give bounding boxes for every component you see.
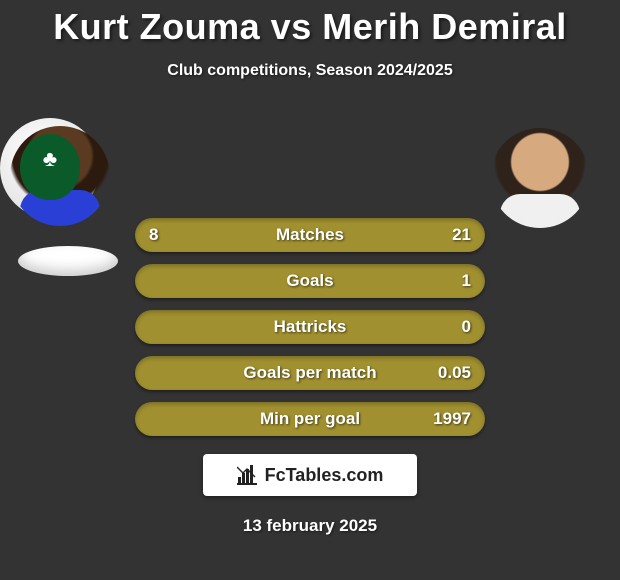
stat-right-value: 0	[462, 310, 471, 344]
stat-right-value: 1	[462, 264, 471, 298]
page-subtitle: Club competitions, Season 2024/2025	[0, 62, 620, 80]
stat-row-min-per-goal: Min per goal 1997	[135, 402, 485, 436]
player-right-avatar	[490, 128, 590, 228]
stat-row-matches: 8 Matches 21	[135, 218, 485, 252]
bar-chart-icon	[237, 465, 259, 485]
brand-text: FcTables.com	[265, 465, 384, 486]
club-left-logo	[18, 246, 118, 276]
stat-label: Matches	[135, 218, 485, 252]
palm-icon: ♣	[36, 146, 64, 174]
stats-area: ♣ 8 Matches 21 Goals 1 Hattricks 0 Goals…	[0, 118, 620, 536]
stat-right-value: 1997	[433, 402, 471, 436]
stat-row-goals: Goals 1	[135, 264, 485, 298]
stat-right-value: 21	[452, 218, 471, 252]
date-text: 13 february 2025	[0, 516, 620, 536]
page-title: Kurt Zouma vs Merih Demiral	[0, 0, 620, 48]
stat-label: Hattricks	[135, 310, 485, 344]
stat-right-value: 0.05	[438, 356, 471, 390]
stat-label: Goals per match	[135, 356, 485, 390]
stat-row-hattricks: Hattricks 0	[135, 310, 485, 344]
stat-label: Goals	[135, 264, 485, 298]
stat-row-goals-per-match: Goals per match 0.05	[135, 356, 485, 390]
brand-box: FcTables.com	[203, 454, 417, 496]
